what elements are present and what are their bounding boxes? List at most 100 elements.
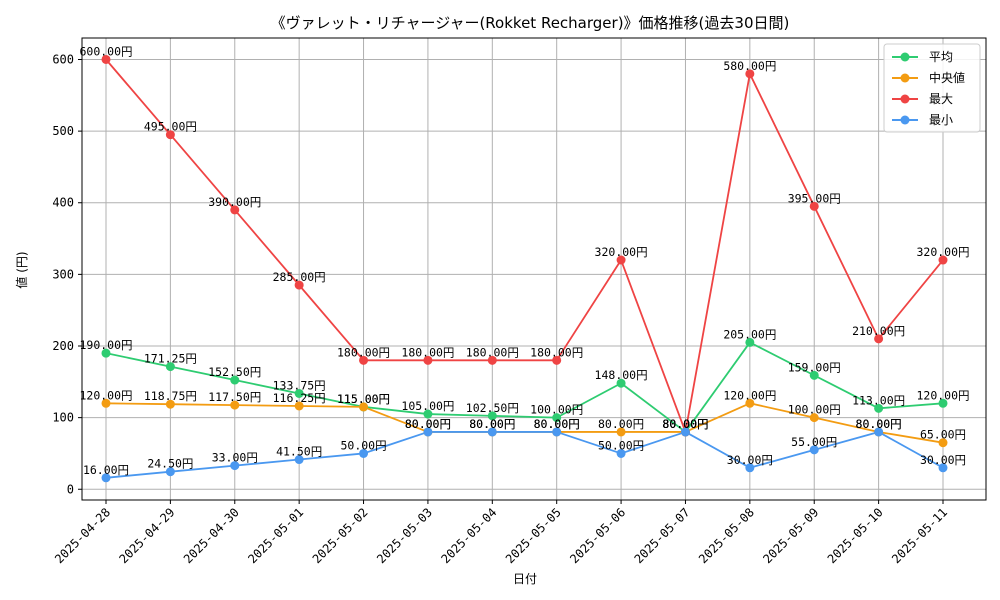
data-point bbox=[230, 400, 240, 410]
legend-label: 最大 bbox=[929, 92, 953, 106]
data-label: 65.00円 bbox=[920, 428, 966, 442]
data-label: 30.00円 bbox=[727, 453, 773, 467]
y-tick-label: 400 bbox=[52, 196, 74, 210]
data-point bbox=[101, 348, 111, 358]
data-point bbox=[423, 427, 433, 437]
legend-label: 最小 bbox=[929, 113, 953, 127]
legend-box bbox=[883, 43, 981, 133]
x-tick-labels: 2025-04-28 2025-04-29 2025-04-30 2025-05-01… bbox=[52, 500, 950, 566]
series-line bbox=[105, 58, 944, 433]
data-label: 180.00円 bbox=[337, 345, 390, 359]
data-point bbox=[616, 378, 626, 388]
data-label: 80.00円 bbox=[662, 417, 708, 431]
data-label: 120.00円 bbox=[916, 388, 969, 402]
data-point bbox=[487, 411, 497, 421]
data-label: 55.00円 bbox=[791, 435, 837, 449]
data-label: 80.00円 bbox=[856, 417, 902, 431]
data-label: 190.00円 bbox=[79, 338, 132, 352]
data-point bbox=[680, 427, 690, 437]
data-point bbox=[938, 255, 948, 265]
data-label: 180.00円 bbox=[530, 345, 583, 359]
data-label: 80.00円 bbox=[662, 417, 708, 431]
data-label: 80.00円 bbox=[405, 417, 451, 431]
x-tick-label: 2025-05-05 bbox=[503, 505, 564, 566]
data-point bbox=[616, 448, 626, 458]
data-label: 80.00円 bbox=[856, 417, 902, 431]
data-point bbox=[938, 398, 948, 408]
data-label: 102.50円 bbox=[466, 401, 519, 415]
x-tick-label: 2025-05-06 bbox=[567, 505, 628, 566]
data-point bbox=[230, 375, 240, 385]
data-point bbox=[165, 467, 175, 477]
data-point bbox=[552, 413, 562, 423]
data-point bbox=[294, 455, 304, 465]
y-axis-title: 値 (円) bbox=[14, 251, 29, 288]
data-label: 33.00円 bbox=[212, 451, 258, 465]
data-label: 50.00円 bbox=[598, 438, 644, 452]
x-axis-title: 日付 bbox=[513, 572, 537, 586]
data-label: 171.25円 bbox=[144, 352, 197, 366]
data-point bbox=[809, 413, 819, 423]
data-label: 495.00円 bbox=[144, 120, 197, 134]
data-label: 210.00円 bbox=[852, 324, 905, 338]
data-point bbox=[359, 402, 369, 412]
data-label: 118.75円 bbox=[144, 389, 197, 403]
data-label: 80.00円 bbox=[598, 417, 644, 431]
data-label: 152.50円 bbox=[208, 365, 261, 379]
data-point bbox=[874, 403, 884, 413]
data-label: 580.00円 bbox=[723, 59, 776, 73]
data-point bbox=[874, 334, 884, 344]
x-tick-label: 2025-04-28 bbox=[52, 505, 113, 566]
data-point bbox=[423, 409, 433, 419]
data-point bbox=[165, 130, 175, 140]
data-label: 80.00円 bbox=[405, 417, 451, 431]
x-tick-label: 2025-04-29 bbox=[117, 505, 178, 566]
data-label: 115.00円 bbox=[337, 392, 390, 406]
y-tick-label: 500 bbox=[52, 124, 74, 138]
data-label: 80.00円 bbox=[662, 417, 708, 431]
data-labels: 190.00円 171.25円 152.50円 133.75円 115.00円 105.0… bbox=[79, 44, 969, 476]
data-label: 105.00円 bbox=[401, 399, 454, 413]
data-label: 180.00円 bbox=[466, 345, 519, 359]
data-point bbox=[745, 337, 755, 347]
data-label: 30.00円 bbox=[920, 453, 966, 467]
data-point bbox=[745, 463, 755, 473]
x-tick-label: 2025-05-04 bbox=[438, 505, 499, 566]
data-label: 395.00円 bbox=[788, 191, 841, 205]
data-label: 120.00円 bbox=[723, 388, 776, 402]
y-tick-labels: 0 100 200 300 400 500 600 bbox=[52, 52, 82, 496]
data-label: 24.50円 bbox=[147, 457, 193, 471]
data-point bbox=[101, 54, 111, 64]
data-point bbox=[294, 280, 304, 290]
data-label: 320.00円 bbox=[916, 245, 969, 259]
x-tick-label: 2025-05-02 bbox=[310, 505, 371, 566]
data-point bbox=[230, 205, 240, 215]
plot-frame bbox=[81, 37, 987, 501]
legend-label: 平均 bbox=[929, 50, 953, 64]
data-label: 117.50円 bbox=[208, 390, 261, 404]
data-label: 390.00円 bbox=[208, 195, 261, 209]
legend-marker bbox=[900, 73, 910, 83]
data-label: 113.00円 bbox=[852, 393, 905, 407]
data-point bbox=[359, 448, 369, 458]
x-tick-label: 2025-05-01 bbox=[245, 505, 306, 566]
data-label: 600.00円 bbox=[79, 44, 132, 58]
y-tick-label: 100 bbox=[52, 411, 74, 425]
data-point bbox=[745, 69, 755, 79]
data-point bbox=[294, 388, 304, 398]
data-label: 180.00円 bbox=[401, 345, 454, 359]
data-point bbox=[165, 362, 175, 372]
data-label: 50.00円 bbox=[340, 438, 386, 452]
data-point bbox=[809, 370, 819, 380]
data-label: 80.00円 bbox=[534, 417, 580, 431]
data-point bbox=[101, 398, 111, 408]
series-line bbox=[105, 341, 944, 433]
data-label: 133.75円 bbox=[273, 378, 326, 392]
data-label: 80.00円 bbox=[662, 417, 708, 431]
series-layer bbox=[101, 54, 948, 483]
chart-title: 《ヴァレット・リチャージャー(Rokket Recharger)》価格推移(過去… bbox=[271, 14, 790, 32]
data-point bbox=[487, 427, 497, 437]
data-label: 80.00円 bbox=[534, 417, 580, 431]
data-point bbox=[616, 255, 626, 265]
